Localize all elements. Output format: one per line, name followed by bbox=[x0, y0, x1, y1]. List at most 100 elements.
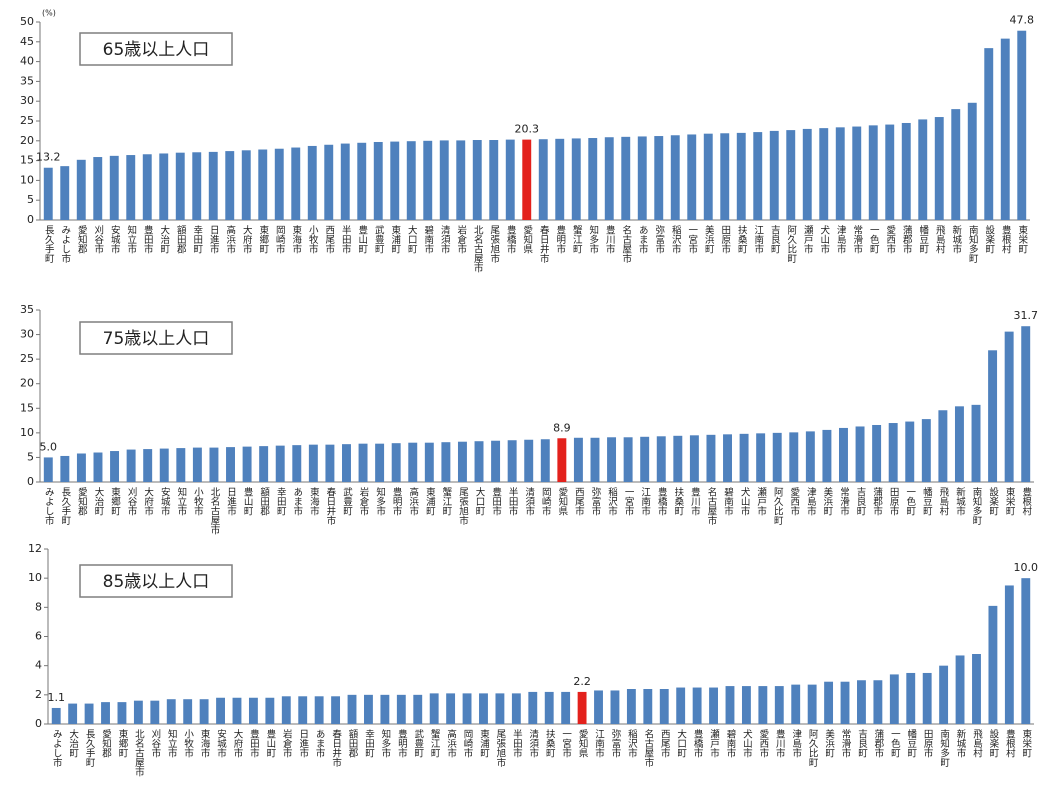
data-label: 31.7 bbox=[1013, 309, 1038, 322]
x-tick-label: 清須市 bbox=[523, 486, 535, 516]
bar bbox=[720, 133, 730, 220]
x-tick-label: 長久手町 bbox=[84, 729, 96, 767]
x-tick-label: 知多市 bbox=[374, 486, 386, 516]
x-tick-label: 弥富市 bbox=[653, 224, 665, 254]
bar bbox=[1021, 578, 1031, 724]
x-tick-label: 豊根村 bbox=[1004, 728, 1016, 757]
x-tick-label: 東海市 bbox=[199, 728, 211, 758]
bar bbox=[528, 691, 538, 724]
bar bbox=[110, 451, 120, 482]
x-tick-label: 岩倉市 bbox=[358, 486, 370, 516]
x-tick-label: 愛知県 bbox=[521, 224, 533, 254]
bar bbox=[192, 447, 202, 482]
x-tick-label: 大口町 bbox=[675, 728, 687, 757]
x-tick-label: 東郷町 bbox=[257, 224, 269, 253]
x-tick-label: 田原市 bbox=[719, 225, 731, 254]
x-tick-label: 半田市 bbox=[340, 224, 352, 254]
x-tick-label: 南知多町 bbox=[971, 486, 983, 525]
y-tick-label: 10 bbox=[20, 173, 34, 186]
bar bbox=[922, 672, 932, 724]
x-tick-label: 小牧市 bbox=[182, 729, 194, 758]
x-tick-label: 扶桑町 bbox=[736, 224, 748, 253]
bar bbox=[687, 134, 697, 220]
bar bbox=[905, 421, 915, 482]
x-tick-label: 豊根村 bbox=[1020, 486, 1032, 515]
x-tick-label: 小牧市 bbox=[307, 225, 319, 254]
x-tick-label: 豊山町 bbox=[242, 486, 254, 515]
x-tick-label: あま市 bbox=[314, 729, 326, 758]
bar bbox=[133, 700, 143, 724]
x-tick-label: 飛島村 bbox=[934, 225, 946, 254]
bar bbox=[390, 141, 400, 220]
bar bbox=[307, 145, 317, 220]
bar bbox=[1004, 331, 1014, 482]
x-tick-label: 日進市 bbox=[208, 225, 220, 254]
bar bbox=[555, 138, 565, 220]
y-tick-label: 30 bbox=[20, 328, 34, 341]
x-tick-label: 設楽町 bbox=[983, 224, 995, 253]
bar bbox=[889, 674, 899, 724]
bar bbox=[626, 689, 636, 724]
x-tick-label: 安城市 bbox=[159, 486, 171, 516]
bar bbox=[325, 444, 335, 482]
y-tick-label: 0 bbox=[35, 717, 42, 730]
x-tick-label: 犬山市 bbox=[741, 728, 753, 758]
bar bbox=[507, 440, 517, 482]
bar bbox=[561, 691, 571, 724]
x-tick-label: 豊橋市 bbox=[656, 486, 668, 516]
x-tick-label: 知立市 bbox=[125, 224, 137, 254]
bar bbox=[673, 435, 683, 482]
bar bbox=[117, 702, 127, 724]
bar bbox=[706, 434, 716, 482]
bar bbox=[656, 436, 666, 482]
x-tick-label: 大治町 bbox=[92, 486, 104, 515]
x-tick-label: 額田郡 bbox=[347, 728, 359, 758]
x-tick-label: 瀬戸市 bbox=[755, 486, 767, 516]
bar bbox=[456, 140, 466, 220]
x-tick-label: 蟹江町 bbox=[571, 224, 583, 253]
x-tick-label: 大府市 bbox=[142, 486, 154, 516]
bar bbox=[971, 404, 981, 482]
x-tick-label: 愛知県 bbox=[556, 486, 568, 516]
bar bbox=[659, 689, 669, 724]
x-tick-label: 津島市 bbox=[790, 729, 802, 758]
bar bbox=[835, 127, 845, 220]
x-tick-label: 阿久比町 bbox=[785, 225, 797, 263]
bar bbox=[906, 672, 916, 724]
bar bbox=[643, 689, 653, 724]
bar bbox=[802, 128, 812, 220]
bar bbox=[314, 696, 324, 724]
y-tick-label: 25 bbox=[20, 352, 34, 365]
y-unit: (%) bbox=[42, 9, 56, 18]
bar bbox=[786, 130, 796, 220]
x-tick-label: 東海市 bbox=[308, 486, 320, 516]
y-tick-label: 15 bbox=[20, 154, 34, 167]
bar bbox=[241, 150, 251, 220]
x-tick-label: 碧南市 bbox=[422, 224, 434, 254]
x-tick-label: 設楽町 bbox=[987, 486, 999, 515]
x-tick-label: 刈谷市 bbox=[92, 224, 104, 254]
data-label: 2.2 bbox=[573, 675, 591, 688]
bar bbox=[840, 681, 850, 724]
bar bbox=[76, 453, 86, 482]
bar bbox=[610, 690, 620, 724]
bar bbox=[888, 423, 898, 482]
x-tick-label: 北名古屋市 bbox=[472, 225, 484, 273]
x-tick-label: 稲沢市 bbox=[670, 224, 682, 254]
x-tick-label: 新城市 bbox=[950, 224, 962, 254]
bar bbox=[1017, 30, 1027, 220]
title-box bbox=[79, 32, 233, 66]
x-tick-label: 小牧市 bbox=[192, 487, 204, 516]
highlight-bar bbox=[557, 438, 567, 482]
x-tick-label: 稲沢市 bbox=[606, 486, 618, 516]
bar bbox=[819, 128, 829, 220]
x-tick-label: 半田市 bbox=[511, 728, 523, 758]
x-tick-label: 豊川市 bbox=[774, 728, 786, 758]
x-tick-label: 扶桑町 bbox=[544, 728, 556, 757]
x-tick-label: 北名古屋市 bbox=[208, 487, 220, 535]
x-tick-label: 岩倉市 bbox=[281, 728, 293, 758]
bar bbox=[988, 605, 998, 724]
y-tick-label: 15 bbox=[20, 401, 34, 414]
x-tick-label: 愛西市 bbox=[884, 224, 896, 254]
bar bbox=[824, 681, 834, 724]
